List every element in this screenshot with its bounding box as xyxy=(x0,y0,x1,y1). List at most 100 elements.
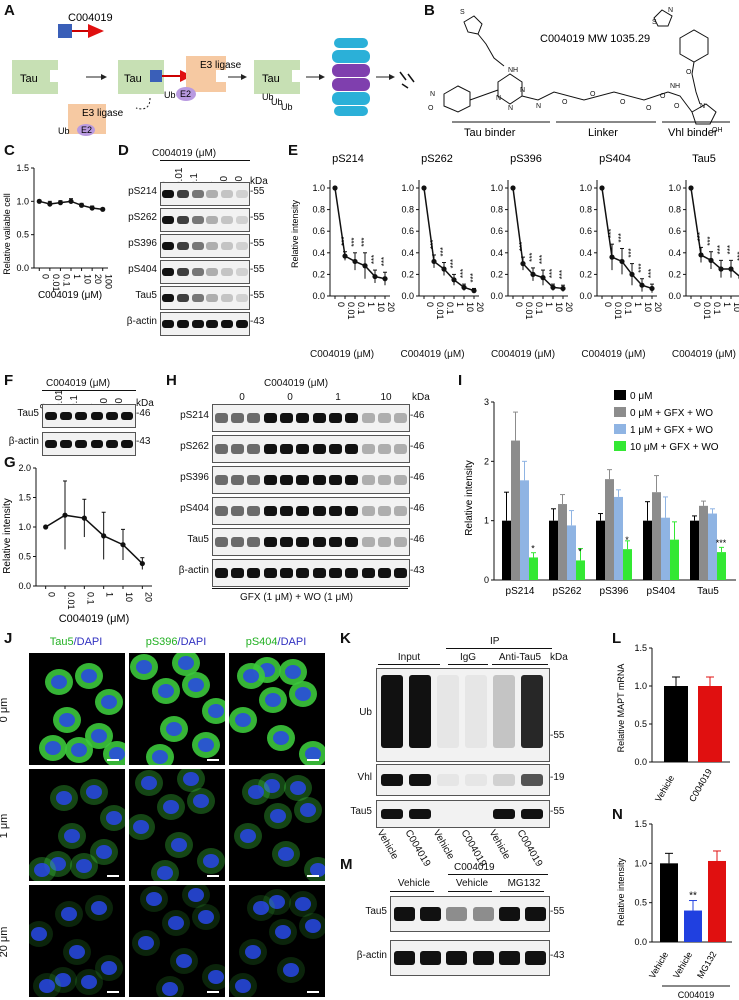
c-point-3 xyxy=(68,198,74,204)
j-nucleus-1-1-6 xyxy=(157,866,173,880)
j-nucleus-2-2-1 xyxy=(305,919,321,933)
j-nucleus-0-2-3 xyxy=(273,731,289,745)
m-header-line xyxy=(448,874,548,875)
c-ytick-label-0: 0.0 xyxy=(16,263,29,273)
n-bracket-label: C004019 xyxy=(678,990,715,1000)
e1-sig-1: *** xyxy=(340,236,349,245)
panel-label-j: J xyxy=(4,630,13,647)
c-xticks: 0 0.01 0.1 1 10 20 100 xyxy=(38,268,114,292)
h-band-1-11 xyxy=(394,443,408,455)
h-blot-4 xyxy=(212,528,410,556)
d-mw-5: -43 xyxy=(250,316,265,327)
c-point-2 xyxy=(57,200,64,206)
k-mw-0: -55 xyxy=(550,730,565,741)
j-nucleus-2-1-3 xyxy=(176,954,192,968)
compound-label: C004019 xyxy=(68,12,113,24)
proteasome-icon xyxy=(332,38,370,116)
panel-label-a: A xyxy=(4,2,15,19)
e1-point-2 xyxy=(352,258,358,265)
d-row-label-0: pS214 xyxy=(128,186,157,197)
h-blot-3 xyxy=(212,497,410,525)
e3-sig-4: *** xyxy=(548,269,557,278)
e4-xtick-label-1: 0.01 xyxy=(613,302,623,320)
d-band-1-0 xyxy=(162,215,175,225)
atom-label-15: N xyxy=(668,7,673,14)
e5-xtick-label-2: 0.1 xyxy=(712,302,722,315)
j-scalebar-0-0 xyxy=(107,759,119,761)
linker-label: Linker xyxy=(588,127,618,139)
e3-free-label: E3 ligase xyxy=(82,108,124,119)
c-xtick-label-6: 100 xyxy=(104,274,114,289)
m-band-0-1 xyxy=(419,907,442,921)
j-nucleus-1-0-1 xyxy=(86,785,102,799)
e1-point-4 xyxy=(372,273,378,280)
f-row-label-1: β-actin xyxy=(8,436,39,447)
d-band-4-0 xyxy=(162,293,175,303)
k-ip-line xyxy=(446,648,552,649)
f-kda: kDa xyxy=(136,398,154,409)
e2-point-2 xyxy=(441,266,447,272)
h-band-3-8 xyxy=(345,505,359,517)
e4-xtick-label-5: 20 xyxy=(653,302,663,312)
h-band-2-0 xyxy=(214,474,228,486)
g-ytick-label-0: 0.0 xyxy=(18,581,31,591)
j-nucleus-1-2-5 xyxy=(290,781,306,795)
e3-xtick-label-4: 10 xyxy=(554,302,564,312)
f-band-1-3 xyxy=(90,439,103,449)
i-sig-1: * xyxy=(578,546,582,556)
h-band-0-3 xyxy=(263,412,277,424)
e2-point-3 xyxy=(451,277,457,283)
h-band-0-1 xyxy=(230,412,245,424)
tau-label-3: Tau xyxy=(262,73,280,85)
j-nucleus-1-0-2 xyxy=(106,811,122,825)
n-bar-2 xyxy=(708,860,726,942)
h-band-0-5 xyxy=(296,412,310,424)
m-band-1-3 xyxy=(472,951,494,965)
h-footer: GFX (1 μM) + WO (1 μM) xyxy=(240,592,353,603)
h-blot-5 xyxy=(212,559,410,587)
f-band-0-0 xyxy=(44,411,57,421)
ub-chain-3: Ub xyxy=(281,102,293,112)
h-mw-2: -46 xyxy=(410,472,425,483)
e4-point-0 xyxy=(599,185,605,191)
j-nucleus-2-0-5 xyxy=(81,975,97,989)
atom-label-6: N xyxy=(536,103,541,110)
k-group-0: Input xyxy=(397,652,421,663)
f-header: C004019 (μM) xyxy=(46,378,111,389)
j-nucleus-2-1-6 xyxy=(162,982,178,996)
i-bar-2-3 xyxy=(623,549,632,580)
d-band-1-3 xyxy=(206,215,219,225)
j-image-1-1 xyxy=(128,768,226,882)
d-band-4-3 xyxy=(206,293,219,303)
i-ytick-label-0: 0 xyxy=(484,575,489,585)
e-ylabel: Relative intensity xyxy=(290,199,300,268)
e-chart-title-5: Tau5 xyxy=(692,153,716,165)
e1-xtick-label-1: 0.01 xyxy=(346,302,356,320)
e3-xtick-label-0: 0 xyxy=(514,302,524,307)
e5-point-0 xyxy=(688,185,694,191)
h-band-4-1 xyxy=(230,536,245,548)
m-band-1-2 xyxy=(446,951,468,965)
i-bar-2-0 xyxy=(596,520,605,580)
atom-label-13: O xyxy=(674,103,680,110)
m-band-0-5 xyxy=(525,907,547,921)
e-yticks-5: 0.0 0.2 0.4 0.6 0.8 1.0 xyxy=(668,183,686,301)
d-band-3-3 xyxy=(206,267,219,277)
e4-ytick-label-5: 1.0 xyxy=(579,183,592,193)
j-nucleus-1-0-0 xyxy=(56,791,72,805)
d-blot-1 xyxy=(160,208,250,232)
g-point-2 xyxy=(81,515,87,521)
e4-point-1 xyxy=(609,254,615,260)
j-nucleus-0-1-1 xyxy=(188,678,204,692)
g-xlabel: C004019 (μM) xyxy=(59,613,130,625)
vhl-binder-label: Vhl binder xyxy=(668,127,718,139)
j-col-marker-0: Tau5 xyxy=(49,636,74,648)
c-yticks: 0.0 0.5 1.0 1.5 xyxy=(16,163,34,273)
peptide-fragments-icon xyxy=(399,71,415,89)
e2-sig-3: *** xyxy=(449,259,458,268)
panel-n-chart: Relative intensity 0.0 0.5 1.0 1.5 Vehicle V… xyxy=(616,819,732,1000)
e2-point-4 xyxy=(461,284,467,290)
j-nucleus-0-0-7 xyxy=(109,747,125,761)
